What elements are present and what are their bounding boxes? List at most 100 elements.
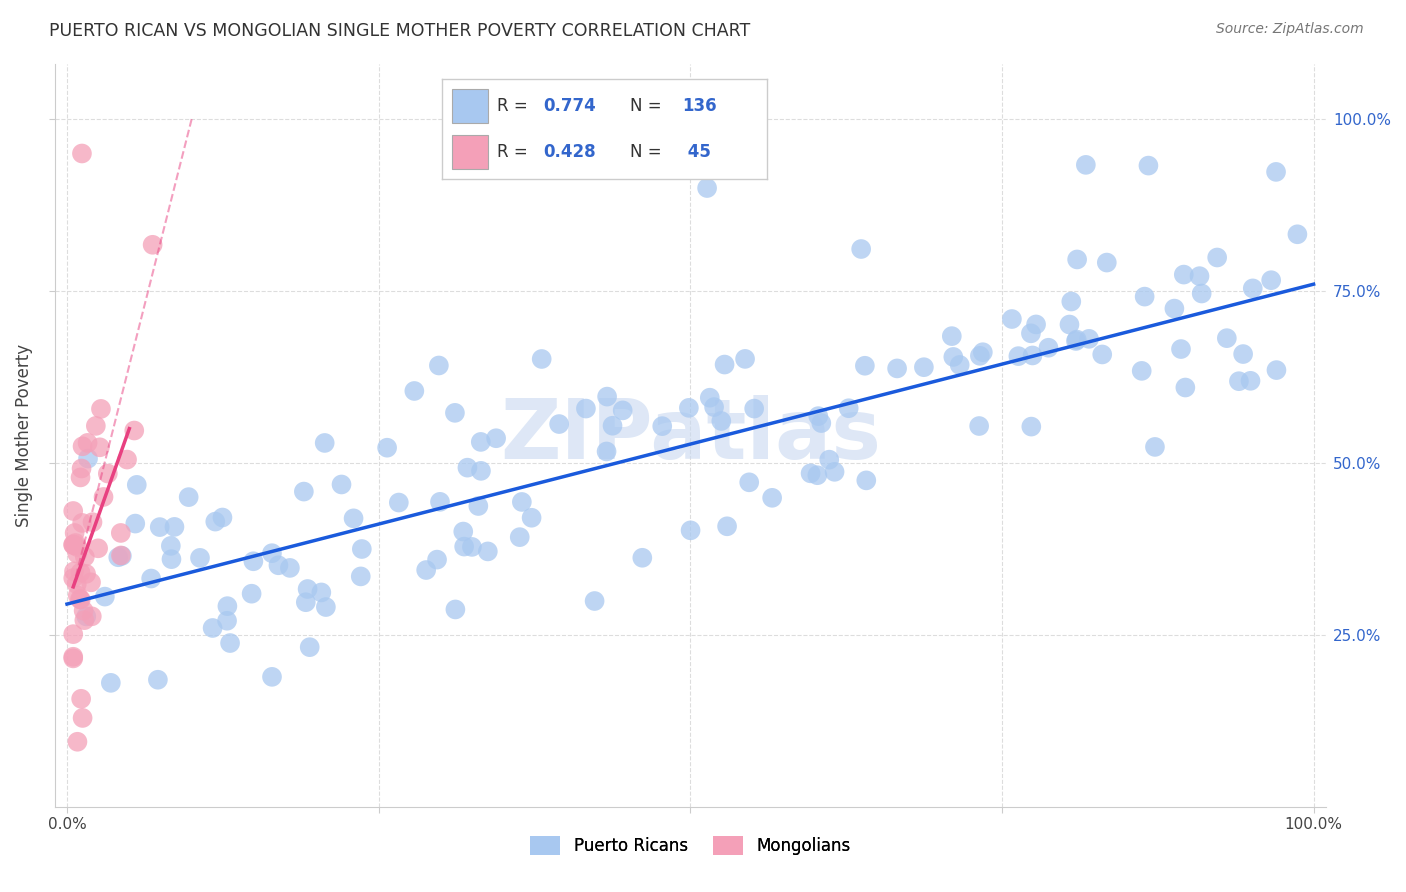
- Point: [146, 673, 169, 687]
- Point: [426, 552, 449, 566]
- Point: [1066, 252, 1088, 267]
- Point: [1074, 158, 1097, 172]
- Point: [510, 495, 533, 509]
- Point: [1095, 255, 1118, 269]
- Point: [451, 524, 474, 539]
- Point: [294, 595, 316, 609]
- Point: [110, 549, 132, 563]
- Point: [509, 530, 531, 544]
- Point: [470, 434, 492, 449]
- Point: [90, 401, 112, 416]
- Point: [87, 541, 110, 556]
- Point: [1038, 341, 1060, 355]
- Point: [219, 636, 242, 650]
- Point: [1206, 251, 1229, 265]
- Point: [710, 414, 733, 428]
- Point: [73, 549, 96, 564]
- Point: [1286, 227, 1309, 242]
- Point: [69, 592, 91, 607]
- Point: [260, 546, 283, 560]
- Point: [800, 467, 823, 481]
- Point: [1078, 332, 1101, 346]
- Point: [1001, 312, 1024, 326]
- Point: [93, 490, 115, 504]
- Point: [62, 504, 84, 518]
- Point: [1170, 342, 1192, 356]
- Point: [429, 495, 451, 509]
- Point: [1066, 333, 1088, 347]
- Point: [62, 538, 84, 552]
- Point: [631, 550, 654, 565]
- Point: [62, 627, 84, 641]
- Point: [76, 436, 98, 450]
- Point: [699, 391, 721, 405]
- Text: PUERTO RICAN VS MONGOLIAN SINGLE MOTHER POVERTY CORRELATION CHART: PUERTO RICAN VS MONGOLIAN SINGLE MOTHER …: [49, 22, 751, 40]
- Point: [63, 538, 86, 552]
- Point: [912, 360, 935, 375]
- Point: [94, 590, 117, 604]
- Point: [1019, 326, 1042, 341]
- Point: [967, 419, 990, 434]
- Point: [1232, 347, 1254, 361]
- Point: [66, 540, 89, 554]
- Point: [1091, 347, 1114, 361]
- Point: [139, 572, 162, 586]
- Point: [70, 461, 93, 475]
- Point: [298, 640, 321, 655]
- Point: [1265, 165, 1288, 179]
- Point: [949, 358, 972, 372]
- Point: [72, 711, 94, 725]
- Point: [738, 475, 761, 490]
- Point: [942, 350, 965, 364]
- Point: [63, 565, 86, 579]
- Point: [461, 540, 484, 554]
- Point: [201, 621, 224, 635]
- Point: [467, 499, 489, 513]
- Point: [97, 467, 120, 481]
- Point: [1163, 301, 1185, 316]
- Point: [1173, 268, 1195, 282]
- Point: [110, 525, 132, 540]
- Point: [66, 589, 89, 603]
- Point: [142, 237, 165, 252]
- Point: [62, 537, 84, 551]
- Point: [806, 468, 828, 483]
- Point: [520, 510, 543, 524]
- Point: [1241, 281, 1264, 295]
- Point: [1191, 286, 1213, 301]
- Point: [72, 604, 94, 618]
- Point: [602, 418, 624, 433]
- Point: [810, 416, 832, 430]
- Point: [388, 495, 411, 509]
- Point: [548, 417, 571, 431]
- Point: [1130, 364, 1153, 378]
- Point: [713, 358, 735, 372]
- Point: [69, 470, 91, 484]
- Point: [84, 418, 107, 433]
- Point: [70, 146, 93, 161]
- Y-axis label: Single Mother Poverty: Single Mother Poverty: [15, 344, 32, 527]
- Point: [716, 519, 738, 533]
- Point: [477, 544, 499, 558]
- Point: [1174, 380, 1197, 394]
- Point: [69, 592, 91, 607]
- Point: [267, 558, 290, 573]
- Point: [972, 345, 994, 359]
- Point: [80, 609, 103, 624]
- Point: [575, 401, 598, 416]
- Point: [679, 524, 702, 538]
- Point: [62, 651, 84, 665]
- Point: [1059, 318, 1081, 332]
- Point: [1143, 440, 1166, 454]
- Point: [1007, 349, 1029, 363]
- Point: [375, 441, 398, 455]
- Point: [1133, 290, 1156, 304]
- Point: [278, 561, 301, 575]
- Point: [311, 585, 333, 599]
- Point: [453, 540, 475, 554]
- Point: [853, 359, 876, 373]
- Point: [485, 431, 508, 445]
- Point: [1021, 419, 1043, 434]
- Point: [70, 691, 93, 706]
- Point: [260, 670, 283, 684]
